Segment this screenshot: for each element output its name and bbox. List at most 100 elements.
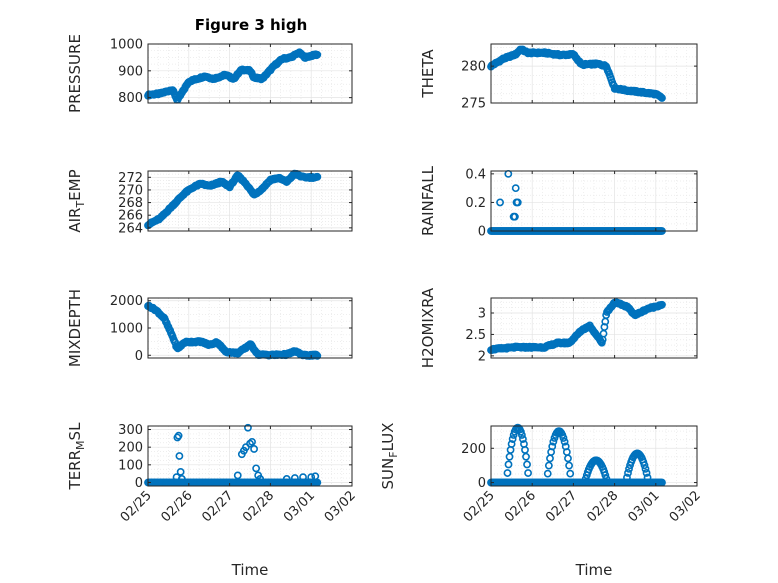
figure-title: Figure 3 high <box>195 16 308 34</box>
data-point <box>658 300 666 309</box>
y-tick-label: 2.5 <box>465 328 486 343</box>
y-tick-label: 0 <box>478 476 486 491</box>
data-point <box>311 472 320 481</box>
subplot-mixdepth: 0 1000 2000 MIXDEPTH <box>66 289 353 367</box>
data-point <box>523 460 531 469</box>
subplot-h2omixra: 2 2.5 3 H2OMIXRA <box>419 287 698 368</box>
data-point <box>313 50 322 59</box>
data-point <box>313 351 322 360</box>
data-point <box>544 461 553 470</box>
data-point <box>601 471 610 480</box>
x-axis-label: Time <box>231 561 269 579</box>
data-point <box>642 469 651 477</box>
data-point <box>566 469 575 478</box>
data-point <box>512 198 521 207</box>
y-tick-label: 266 <box>118 209 143 224</box>
series-air-temp <box>144 169 322 230</box>
data-point <box>564 454 572 463</box>
y-tick-label: 900 <box>118 64 143 79</box>
y-tick-label: 0 <box>135 476 143 491</box>
data-point <box>559 434 568 442</box>
data-point <box>172 473 181 482</box>
data-point <box>507 440 516 448</box>
data-point <box>282 475 291 483</box>
y-tick-label: 2 <box>478 349 486 364</box>
data-point <box>549 437 558 446</box>
axes-box <box>147 43 353 104</box>
axes-box <box>490 43 698 104</box>
data-point <box>641 464 650 473</box>
axes-box <box>147 170 353 232</box>
data-point <box>511 184 520 193</box>
data-point <box>518 431 526 439</box>
y-tick-label: 200 <box>118 441 143 456</box>
series-theta <box>487 45 666 102</box>
data-point <box>624 469 632 477</box>
data-point <box>565 461 573 470</box>
y-tick-label: 0.4 <box>465 167 486 182</box>
data-point <box>313 172 322 181</box>
data-point <box>503 469 512 477</box>
data-point <box>543 469 552 478</box>
data-point <box>233 471 242 480</box>
y-tick-label: 200 <box>461 442 486 457</box>
y-tick-label: 1000 <box>110 322 143 337</box>
series-sun-flux <box>487 423 666 487</box>
data-point <box>643 473 652 482</box>
y-tick-label: 272 <box>118 171 143 186</box>
y-axis-label: THETA <box>419 49 437 99</box>
data-point <box>623 473 631 482</box>
data-point <box>524 469 532 477</box>
y-tick-label: 3 <box>478 307 486 322</box>
y-axis-label: MIXDEPTH <box>66 289 84 367</box>
data-point <box>174 431 183 440</box>
y-tick-label: 0 <box>135 349 143 364</box>
y-tick-label: 264 <box>118 221 143 236</box>
data-point <box>658 94 666 102</box>
grid <box>490 171 698 232</box>
y-tick-label: 0 <box>478 225 486 240</box>
y-axis-label: TERRMSL <box>66 422 87 491</box>
y-tick-label: 1000 <box>110 38 143 53</box>
y-axis-label: PRESSURE <box>66 34 84 113</box>
x-axis-label: Time <box>575 561 613 579</box>
y-tick-label: 0.2 <box>465 196 486 211</box>
y-axis-label: SUNFLUX <box>379 423 400 490</box>
data-point <box>640 461 649 470</box>
axes-box <box>490 297 698 359</box>
axes-box <box>490 425 698 487</box>
y-tick-label: 268 <box>118 196 143 211</box>
subplot-pressure: 800 900 1000 PRESSURE <box>66 34 353 113</box>
y-axis-label: AIRTEMP <box>66 169 87 232</box>
y-tick-label: 800 <box>118 91 143 106</box>
data-point <box>581 474 590 483</box>
y-tick-label: 300 <box>118 423 143 438</box>
y-tick-label: 270 <box>118 183 143 198</box>
series-pressure <box>144 48 322 104</box>
series-h2omixra <box>487 298 666 354</box>
data-point <box>175 452 184 460</box>
data-point <box>248 437 256 446</box>
data-point <box>548 442 557 451</box>
y-tick-label: 100 <box>118 458 143 473</box>
data-point <box>560 437 569 446</box>
axes-box <box>490 170 698 232</box>
data-point <box>496 198 504 207</box>
data-point <box>519 435 527 443</box>
data-point <box>244 423 252 432</box>
data-point <box>307 473 316 482</box>
y-tick-label: 2000 <box>110 294 143 309</box>
data-point <box>290 474 299 482</box>
data-point <box>176 467 185 476</box>
data-point <box>508 435 517 443</box>
y-axis-label: RAINFALL <box>419 165 437 236</box>
subplot-rainfall: 0 0.2 0.4 RAINFALL <box>419 165 698 240</box>
data-point <box>256 475 265 483</box>
data-point <box>299 473 307 482</box>
y-axis-label: H2OMIXRA <box>419 287 437 368</box>
data-point <box>252 464 261 473</box>
data-point <box>504 460 513 469</box>
